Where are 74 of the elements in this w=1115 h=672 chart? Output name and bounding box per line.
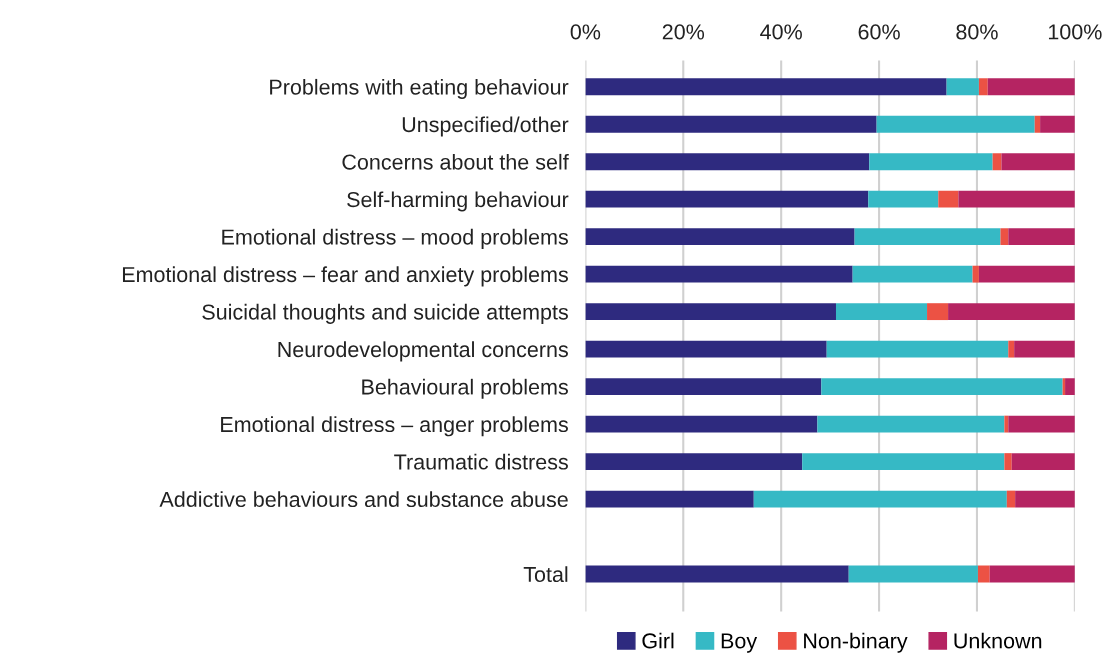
y-tick-label: Self-harming behaviour <box>347 191 569 212</box>
bar <box>1034 115 1041 133</box>
bar <box>854 228 1001 246</box>
x-tick-label: 40% <box>760 24 802 40</box>
y-tick-label: Neurodevelopmental concerns <box>278 341 568 362</box>
bar <box>1001 153 1075 171</box>
bar <box>852 265 973 283</box>
y-tick-label: Addictive behaviours and substance abuse <box>159 491 568 508</box>
x-tick-label: 60% <box>858 24 900 40</box>
bar <box>869 153 993 171</box>
bar <box>989 565 1075 583</box>
bar <box>927 303 949 321</box>
bar <box>585 565 849 583</box>
bar <box>1015 490 1075 508</box>
bar <box>585 490 754 508</box>
bar <box>987 78 1075 96</box>
x-tick-label: 80% <box>956 24 998 40</box>
bar <box>821 378 1063 396</box>
bar <box>585 153 870 171</box>
bar <box>958 190 1075 208</box>
bar <box>848 565 978 583</box>
bar <box>1014 340 1075 358</box>
bar <box>978 78 988 96</box>
y-tick-label: Behavioural problems <box>362 378 568 399</box>
bar <box>753 490 1007 508</box>
bar <box>826 340 1009 358</box>
bar <box>1004 453 1012 471</box>
y-tick-label: Suicidal thoughts and suicide attempts <box>202 303 568 324</box>
y-tick-label: Unspecified/other <box>402 116 569 137</box>
bar <box>1000 228 1009 246</box>
bar <box>1008 340 1015 358</box>
bar <box>585 453 803 471</box>
x-tick-label: 100% <box>1048 24 1102 40</box>
bar <box>1004 415 1009 433</box>
bar <box>585 415 818 433</box>
y-tick-label: Total <box>523 566 568 583</box>
bar <box>585 190 869 208</box>
bar <box>585 265 853 283</box>
legend-label: Unknown <box>954 632 1042 649</box>
bar <box>585 78 947 96</box>
bar <box>1040 115 1075 133</box>
bar <box>977 565 990 583</box>
y-tick-label: Traumatic distress <box>394 453 568 470</box>
bar <box>938 190 959 208</box>
bar <box>585 340 827 358</box>
bar <box>1006 490 1016 508</box>
bar <box>585 303 836 321</box>
y-tick-label: Emotional distress – mood problems <box>222 228 568 249</box>
bar <box>585 378 822 396</box>
bar <box>978 265 1075 283</box>
bar <box>817 415 1005 433</box>
bar <box>946 78 979 96</box>
x-tick-label: 20% <box>662 24 705 40</box>
bar <box>1008 228 1075 246</box>
legend-label: Boy <box>721 633 758 653</box>
bar <box>992 153 1002 171</box>
bar <box>585 115 877 133</box>
y-tick-label: Problems with eating behaviour <box>270 78 569 99</box>
legend-label: Girl <box>642 632 674 649</box>
bar <box>802 453 1005 471</box>
bar <box>1065 378 1075 396</box>
bar <box>868 190 939 208</box>
bar <box>972 265 979 283</box>
bar <box>876 115 1035 133</box>
bar <box>835 303 928 321</box>
bar <box>1011 453 1075 471</box>
y-tick-label: Concerns about the self <box>342 153 569 170</box>
x-tick-label: 0% <box>570 24 601 40</box>
bar <box>585 228 855 246</box>
y-tick-label: Emotional distress – anger problems <box>221 416 568 437</box>
y-tick-label: Emotional distress – fear and anxiety problems <box>122 266 568 287</box>
bar <box>948 303 1075 321</box>
bar <box>1008 415 1075 433</box>
legend-label: Non-binary <box>804 632 908 653</box>
